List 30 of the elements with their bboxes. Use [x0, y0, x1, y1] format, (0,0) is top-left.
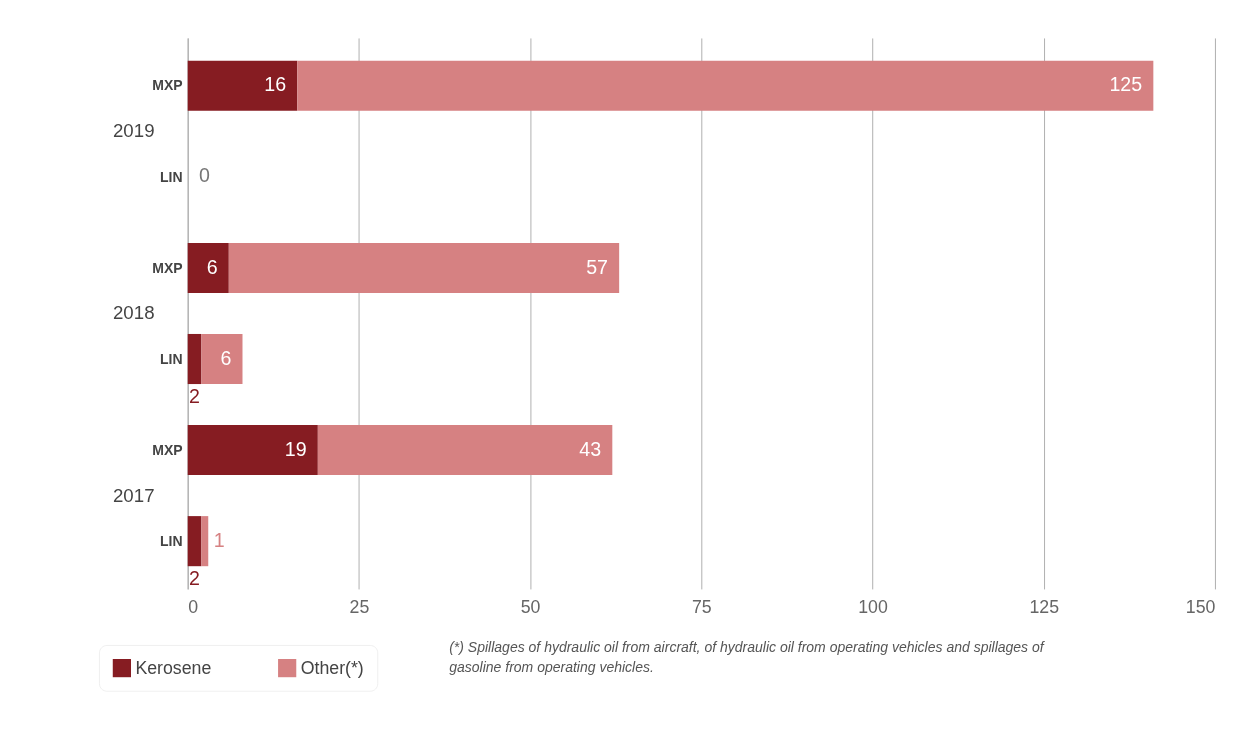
data-label: 6	[220, 346, 232, 369]
y-tick-label: LIN	[160, 532, 183, 549]
x-tick-label: 50	[520, 596, 541, 617]
text: 2018	[113, 302, 155, 324]
y-tick-label: MXP	[152, 77, 183, 94]
data-label: 2	[189, 385, 201, 408]
x-tick-label: 125	[1029, 596, 1060, 617]
data-label: 16	[264, 73, 287, 96]
y-tick-label: MXP	[152, 259, 183, 276]
text: 2019	[113, 120, 155, 142]
x-tick-label: 25	[349, 596, 370, 617]
x-tick-label: 75	[691, 596, 712, 617]
y-tick-label: LIN	[160, 168, 183, 185]
data-label: 0	[198, 164, 210, 187]
x-tick-label: 100	[858, 596, 888, 617]
x-tick-label: 150	[1185, 596, 1216, 617]
y-tick-label: LIN	[160, 350, 183, 367]
data-label: 57	[586, 255, 608, 278]
y-tick-label: MXP	[152, 441, 183, 458]
legend-label: Kerosene	[135, 657, 212, 678]
legend-label: Other(*)	[300, 657, 364, 678]
x-tick-label: 0	[188, 596, 199, 617]
data-label: 1	[213, 528, 225, 551]
text: (*) Spillages of hydraulic oil from aircraft, of hydraulic oil from operating vehicles and spillages of gasoline from operating vehicles.	[449, 638, 1046, 676]
data-label: 6	[206, 255, 218, 278]
data-label: 2	[189, 567, 201, 590]
text: 2017	[113, 484, 155, 506]
data-label: 19	[284, 437, 307, 460]
data-label: 125	[1109, 73, 1143, 96]
data-label: 43	[579, 437, 602, 460]
